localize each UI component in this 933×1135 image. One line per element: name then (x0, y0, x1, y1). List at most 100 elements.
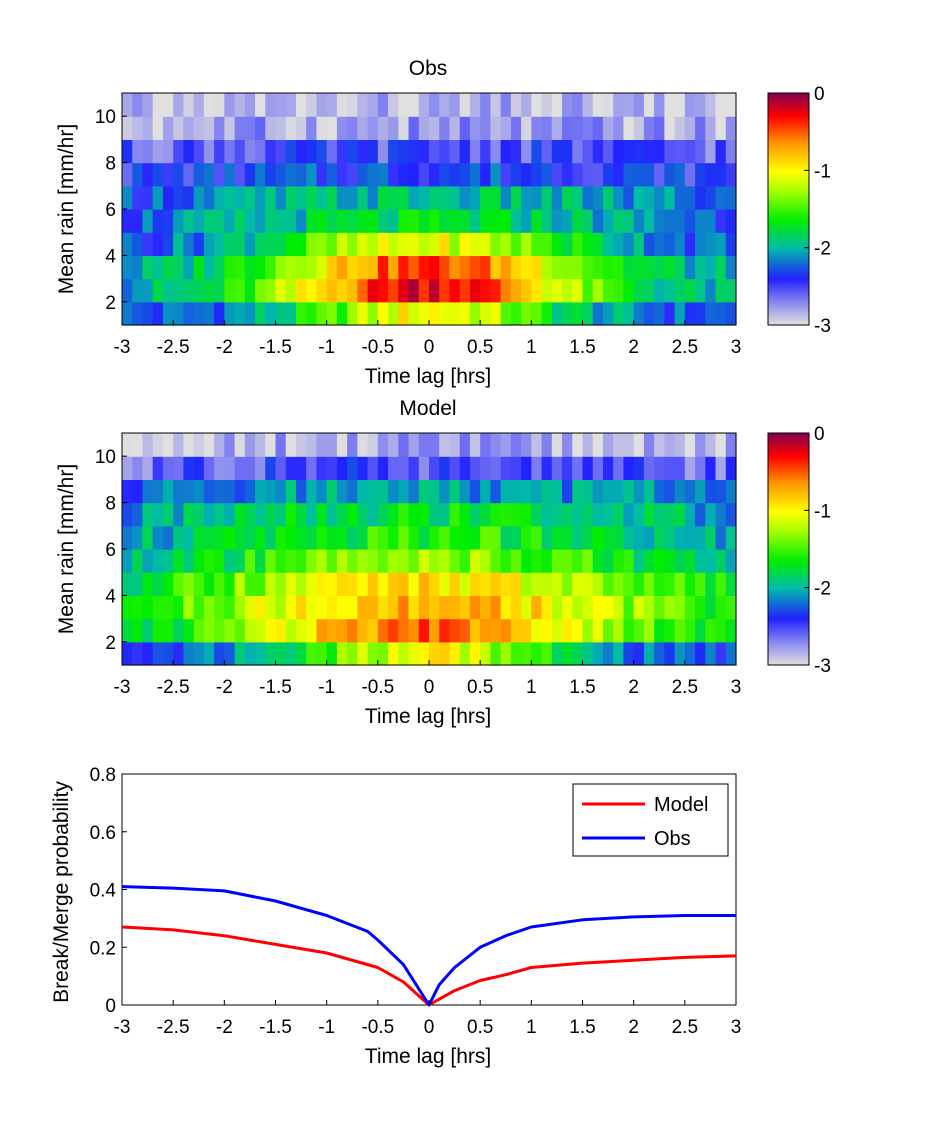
heatmap-cell (531, 209, 543, 233)
heatmap-cell (203, 139, 215, 164)
heatmap-cell (357, 641, 369, 666)
heatmap-cell (173, 209, 184, 233)
heatmap-cell (572, 209, 584, 233)
heatmap-cell (377, 456, 389, 480)
heatmap-cell (623, 641, 635, 666)
y-tick-label: 8 (105, 494, 116, 515)
heatmap-cell (500, 595, 512, 620)
heatmap-cell (643, 278, 655, 303)
heatmap-cell (684, 139, 696, 164)
heatmap-cell (613, 93, 625, 117)
heatmap-cell (602, 641, 614, 666)
heatmap-cell (285, 278, 297, 303)
heatmap-cell (715, 278, 727, 303)
heatmap-cell (326, 525, 338, 550)
heatmap-cell (183, 618, 195, 643)
heatmap-cell (459, 502, 471, 527)
heatmap-cell (674, 278, 686, 303)
heatmap-cell (469, 301, 481, 326)
heatmap-cell (265, 185, 277, 210)
x-tick-label: 2.5 (672, 1017, 698, 1038)
heatmap-cell (275, 93, 287, 117)
heatmap-cell (541, 549, 553, 573)
heatmap-cell (490, 162, 502, 187)
heatmap-cell (183, 525, 195, 550)
heatmap-cell (388, 255, 399, 280)
model-x-ticks: -3 -2.5 -2 -1.5 -1 -0.5 0 0.5 1 1.5 2 2.5 3 (114, 660, 741, 698)
heatmap-cell (377, 618, 389, 643)
heatmap-cell (326, 433, 338, 457)
heatmap-cell (418, 456, 430, 480)
heatmap-cell (521, 618, 532, 643)
legend-model-label: Model (654, 794, 708, 816)
heatmap-cell (377, 572, 389, 596)
heatmap-cell (654, 278, 665, 303)
heatmap-cell (183, 502, 195, 527)
heatmap-cell (347, 479, 358, 504)
heatmap-cell (367, 301, 379, 326)
heatmap-cell (490, 139, 502, 164)
heatmap-cell (500, 185, 512, 210)
heatmap-cell (214, 139, 225, 164)
heatmap-cell (173, 162, 184, 187)
heatmap-cell (255, 278, 266, 303)
heatmap-cell (336, 209, 348, 233)
heatmap-cell (336, 502, 348, 527)
heatmap-cell (684, 301, 696, 326)
heatmap-cell (715, 209, 727, 233)
heatmap-cell (224, 479, 236, 504)
heatmap-cell (408, 232, 420, 256)
heatmap-cell (193, 549, 205, 573)
heatmap-cell (531, 278, 543, 303)
heatmap-cell (367, 139, 379, 164)
heatmap-cell (234, 595, 246, 620)
heatmap-cell (521, 209, 532, 233)
heatmap-cell (142, 572, 154, 596)
heatmap-cell (643, 641, 655, 666)
heatmap-cell (162, 502, 174, 527)
heatmap-cell (582, 162, 594, 187)
heatmap-cell (122, 479, 133, 504)
heatmap-cell (684, 232, 696, 256)
heatmap-cell (449, 433, 461, 457)
heatmap-cell (541, 525, 553, 550)
panel-model: Model -3 -2.5 -2 -1.5 -1 -0.5 0 0.5 1 1.5 2 2.5 3 2 4… (55, 397, 831, 728)
heatmap-cell (510, 162, 522, 187)
heatmap-cell (705, 456, 717, 480)
heatmap-cell (122, 595, 133, 620)
heatmap-cell (429, 479, 440, 504)
heatmap-cell (203, 456, 215, 480)
heatmap-cell (429, 595, 440, 620)
heatmap-cell (469, 278, 481, 303)
heatmap-cell (602, 93, 614, 117)
heatmap-cell (572, 595, 584, 620)
heatmap-cell (623, 209, 635, 233)
heatmap-cell (521, 595, 532, 620)
heatmap-cell (336, 525, 348, 550)
heatmap-cell (633, 456, 645, 480)
heatmap-cell (602, 116, 614, 140)
heatmap-cell (551, 116, 563, 140)
heatmap-cell (265, 209, 277, 233)
heatmap-cell (459, 301, 471, 326)
heatmap-cell (664, 93, 676, 117)
y-tick-label: 0.8 (90, 765, 116, 786)
heatmap-cell (551, 641, 563, 666)
heatmap-cell (275, 301, 287, 326)
heatmap-cell (633, 255, 645, 280)
heatmap-cell (572, 502, 584, 527)
heatmap-cell (572, 185, 584, 210)
heatmap-cell (193, 595, 205, 620)
heatmap-cell (152, 162, 164, 187)
heatmap-cell (193, 93, 205, 117)
heatmap-cell (265, 116, 277, 140)
heatmap-cell (234, 232, 246, 256)
heatmap-cell (510, 116, 522, 140)
heatmap-cell (725, 433, 737, 457)
heatmap-cell (295, 93, 307, 117)
heatmap-cell (469, 162, 481, 187)
heatmap-cell (132, 549, 144, 573)
heatmap-cell (306, 456, 318, 480)
heatmap-cell (265, 549, 277, 573)
heatmap-cell (562, 209, 573, 233)
